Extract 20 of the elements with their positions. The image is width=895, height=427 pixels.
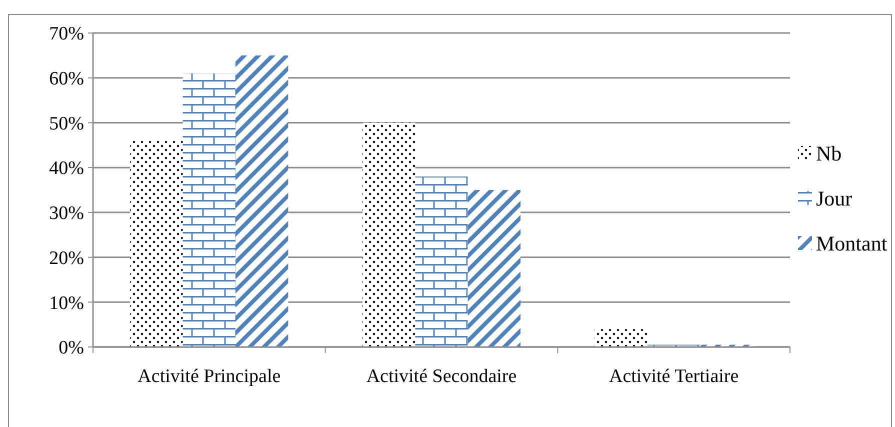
y-tick-label: 70% [49,24,84,45]
bar [362,122,416,347]
bar [415,176,468,347]
legend-label: Montant [816,231,888,256]
bar [236,55,288,347]
bar [182,73,236,347]
y-tick-label: 10% [49,292,84,314]
legend-label: Jour [816,186,852,210]
bar [468,190,520,347]
x-tick-label: Activité Tertiaire [608,366,739,387]
y-tick-label: 20% [49,248,84,269]
y-tick-label: 60% [49,68,84,90]
y-tick-label: 40% [49,158,84,180]
y-tick-label: 0% [58,338,84,359]
y-tick-label: 30% [49,203,84,224]
x-tick-label: Activité Principale [138,366,281,387]
x-tick-label: Activité Secondaire [366,366,517,387]
y-tick-label: 50% [49,113,84,134]
bar [130,140,183,347]
legend-label: Nb [816,141,842,166]
